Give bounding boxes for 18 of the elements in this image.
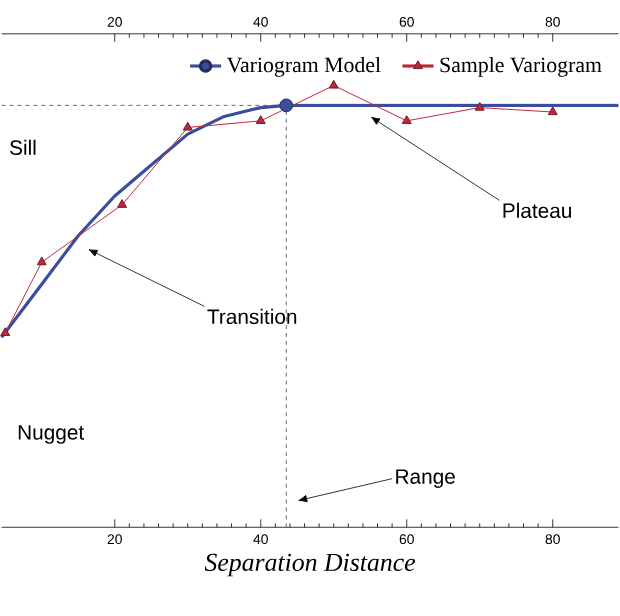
annotation: Sill	[10, 139, 36, 155]
x-axis-title: Separation Distance	[204, 553, 415, 576]
point	[182, 121, 193, 131]
annotation: Plateau	[503, 202, 572, 218]
point	[474, 101, 485, 111]
legend-label: Sample Variogram	[440, 56, 602, 77]
legend-label: Variogram Model	[226, 56, 381, 77]
point	[117, 198, 128, 208]
point	[401, 114, 412, 124]
point	[255, 114, 266, 124]
point	[279, 98, 294, 112]
point	[547, 105, 558, 115]
annotation: Nugget	[18, 424, 85, 444]
annotation: Transition	[207, 308, 297, 324]
point	[36, 256, 47, 265]
annotation: Range	[396, 468, 455, 488]
point	[328, 79, 339, 89]
point	[0, 326, 11, 336]
